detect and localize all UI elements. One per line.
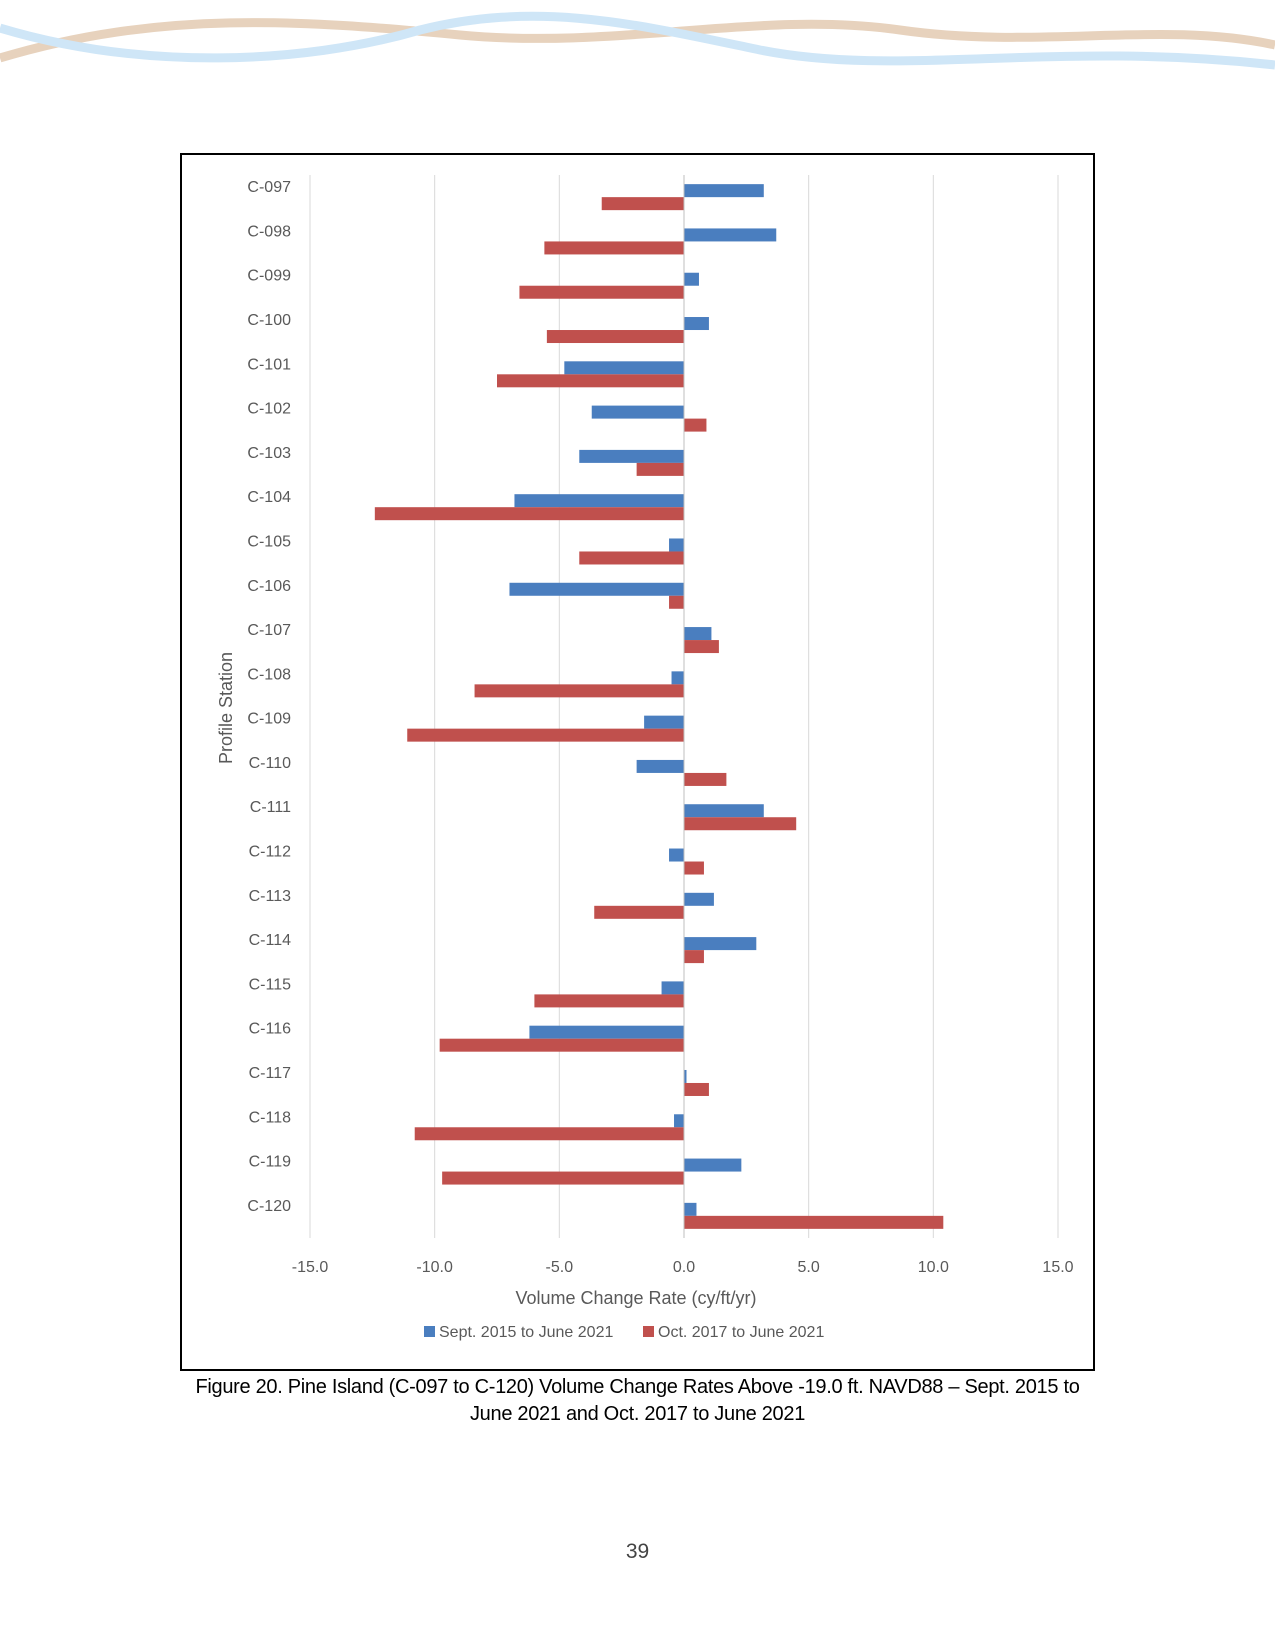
bar-sept2015: [684, 1202, 697, 1216]
y-axis-title: Profile Station: [216, 652, 236, 764]
category-label: C-116: [249, 1021, 291, 1038]
bar-sept2015: [684, 627, 712, 641]
bar-oct2017: [684, 817, 797, 831]
page-number: 39: [625, 1540, 650, 1563]
category-label: C-118: [249, 1109, 291, 1126]
bar-sept2015: [636, 759, 684, 773]
bar-oct2017: [407, 728, 684, 742]
bar-sept2015: [509, 582, 684, 596]
blue-wave: [0, 11, 1275, 70]
x-tick-label: 0.0: [673, 1259, 695, 1276]
category-label: C-120: [247, 1198, 291, 1215]
legend-label: Oct. 2017 to June 2021: [658, 1324, 824, 1341]
category-label: C-097: [247, 179, 291, 196]
bar-oct2017: [474, 684, 684, 698]
category-label: C-100: [247, 312, 291, 329]
legend-swatch: [424, 1326, 435, 1337]
bar-oct2017: [684, 640, 719, 654]
bar-oct2017: [374, 507, 684, 521]
bar-sept2015: [644, 715, 684, 729]
bar-oct2017: [684, 418, 707, 432]
grid-lines: [309, 175, 1059, 1238]
category-label: C-110: [249, 755, 291, 772]
bar-oct2017: [684, 861, 704, 875]
figure-caption: Figure 20. Pine Island (C-097 to C-120) …: [150, 1374, 1125, 1428]
category-label: C-106: [247, 578, 291, 595]
bar-oct2017: [546, 330, 684, 344]
category-label: C-101: [247, 356, 291, 373]
bar-sept2015: [669, 848, 684, 862]
header-wave-decoration: [0, 11, 1275, 70]
x-tick-label: 15.0: [1042, 1259, 1073, 1276]
category-label: C-113: [249, 888, 291, 905]
category-label: C-104: [247, 489, 291, 506]
x-tick-label: 10.0: [918, 1259, 949, 1276]
category-label: C-115: [249, 976, 291, 993]
legend-swatch: [643, 1326, 654, 1337]
category-label: C-107: [247, 622, 291, 639]
bar-sept2015: [684, 804, 764, 818]
x-axis-title: Volume Change Rate (cy/ft/yr): [515, 1288, 756, 1308]
bar-sept2015: [564, 361, 684, 375]
x-tick-label: -15.0: [292, 1259, 329, 1276]
category-label: C-114: [249, 932, 291, 949]
bar-oct2017: [601, 197, 684, 211]
category-label: C-102: [247, 401, 291, 418]
caption-line-2: June 2021 and Oct. 2017 to June 2021: [469, 1403, 806, 1425]
category-label: C-117: [249, 1065, 291, 1082]
category-label: C-111: [250, 799, 291, 816]
category-label: C-098: [247, 223, 291, 240]
bar-sept2015: [684, 272, 699, 286]
x-tick-label: -10.0: [416, 1259, 453, 1276]
bar-sept2015: [579, 449, 684, 463]
bar-sept2015: [684, 892, 714, 906]
category-label: C-103: [247, 445, 291, 462]
bar-oct2017: [439, 1038, 684, 1052]
category-label: C-109: [247, 711, 291, 728]
bar-oct2017: [519, 285, 684, 299]
bar-sept2015: [684, 937, 757, 951]
bar-oct2017: [579, 551, 684, 565]
x-tick-label: 5.0: [798, 1259, 820, 1276]
bar-sept2015: [684, 184, 764, 198]
bar-sept2015: [674, 1114, 684, 1128]
category-label: C-108: [247, 666, 291, 683]
bar-oct2017: [684, 772, 727, 786]
bar-oct2017: [442, 1171, 684, 1185]
category-label: C-112: [249, 844, 291, 861]
bar-sept2015: [684, 1069, 687, 1083]
bar-oct2017: [684, 950, 704, 964]
bar-sept2015: [684, 1158, 742, 1172]
category-label: C-099: [247, 268, 291, 285]
category-label: C-105: [247, 533, 291, 550]
bar-oct2017: [534, 994, 684, 1008]
bar-oct2017: [684, 1082, 709, 1096]
bar-sept2015: [529, 1025, 684, 1039]
bar-oct2017: [636, 462, 684, 476]
bar-sept2015: [684, 228, 777, 242]
bar-sept2015: [684, 317, 709, 331]
labels: -15.0 -10.0 -5.0 0.0 5.0 10.0 15.0 C-097 C-098 C-…: [216, 179, 1074, 1308]
chart-frame: [180, 153, 1095, 1371]
category-label: C-119: [249, 1154, 291, 1171]
caption-line-1: Figure 20. Pine Island (C-097 to C-120) …: [195, 1376, 1080, 1398]
bar-sept2015: [591, 405, 684, 419]
x-tick-label: -5.0: [546, 1259, 574, 1276]
bar-sept2015: [661, 981, 684, 995]
legend-label: Sept. 2015 to June 2021: [439, 1324, 613, 1341]
bar-oct2017: [669, 595, 684, 609]
bar-oct2017: [684, 1215, 944, 1229]
bar-sept2015: [514, 494, 684, 508]
bar-oct2017: [544, 241, 684, 255]
bar-oct2017: [414, 1127, 684, 1141]
legend: Sept. 2015 to June 2021 Oct. 2017 to June…: [424, 1324, 824, 1341]
bar-sept2015: [671, 671, 684, 685]
bar-oct2017: [594, 905, 684, 919]
bars: [374, 184, 944, 1229]
bar-sept2015: [669, 538, 684, 552]
bar-oct2017: [497, 374, 684, 388]
